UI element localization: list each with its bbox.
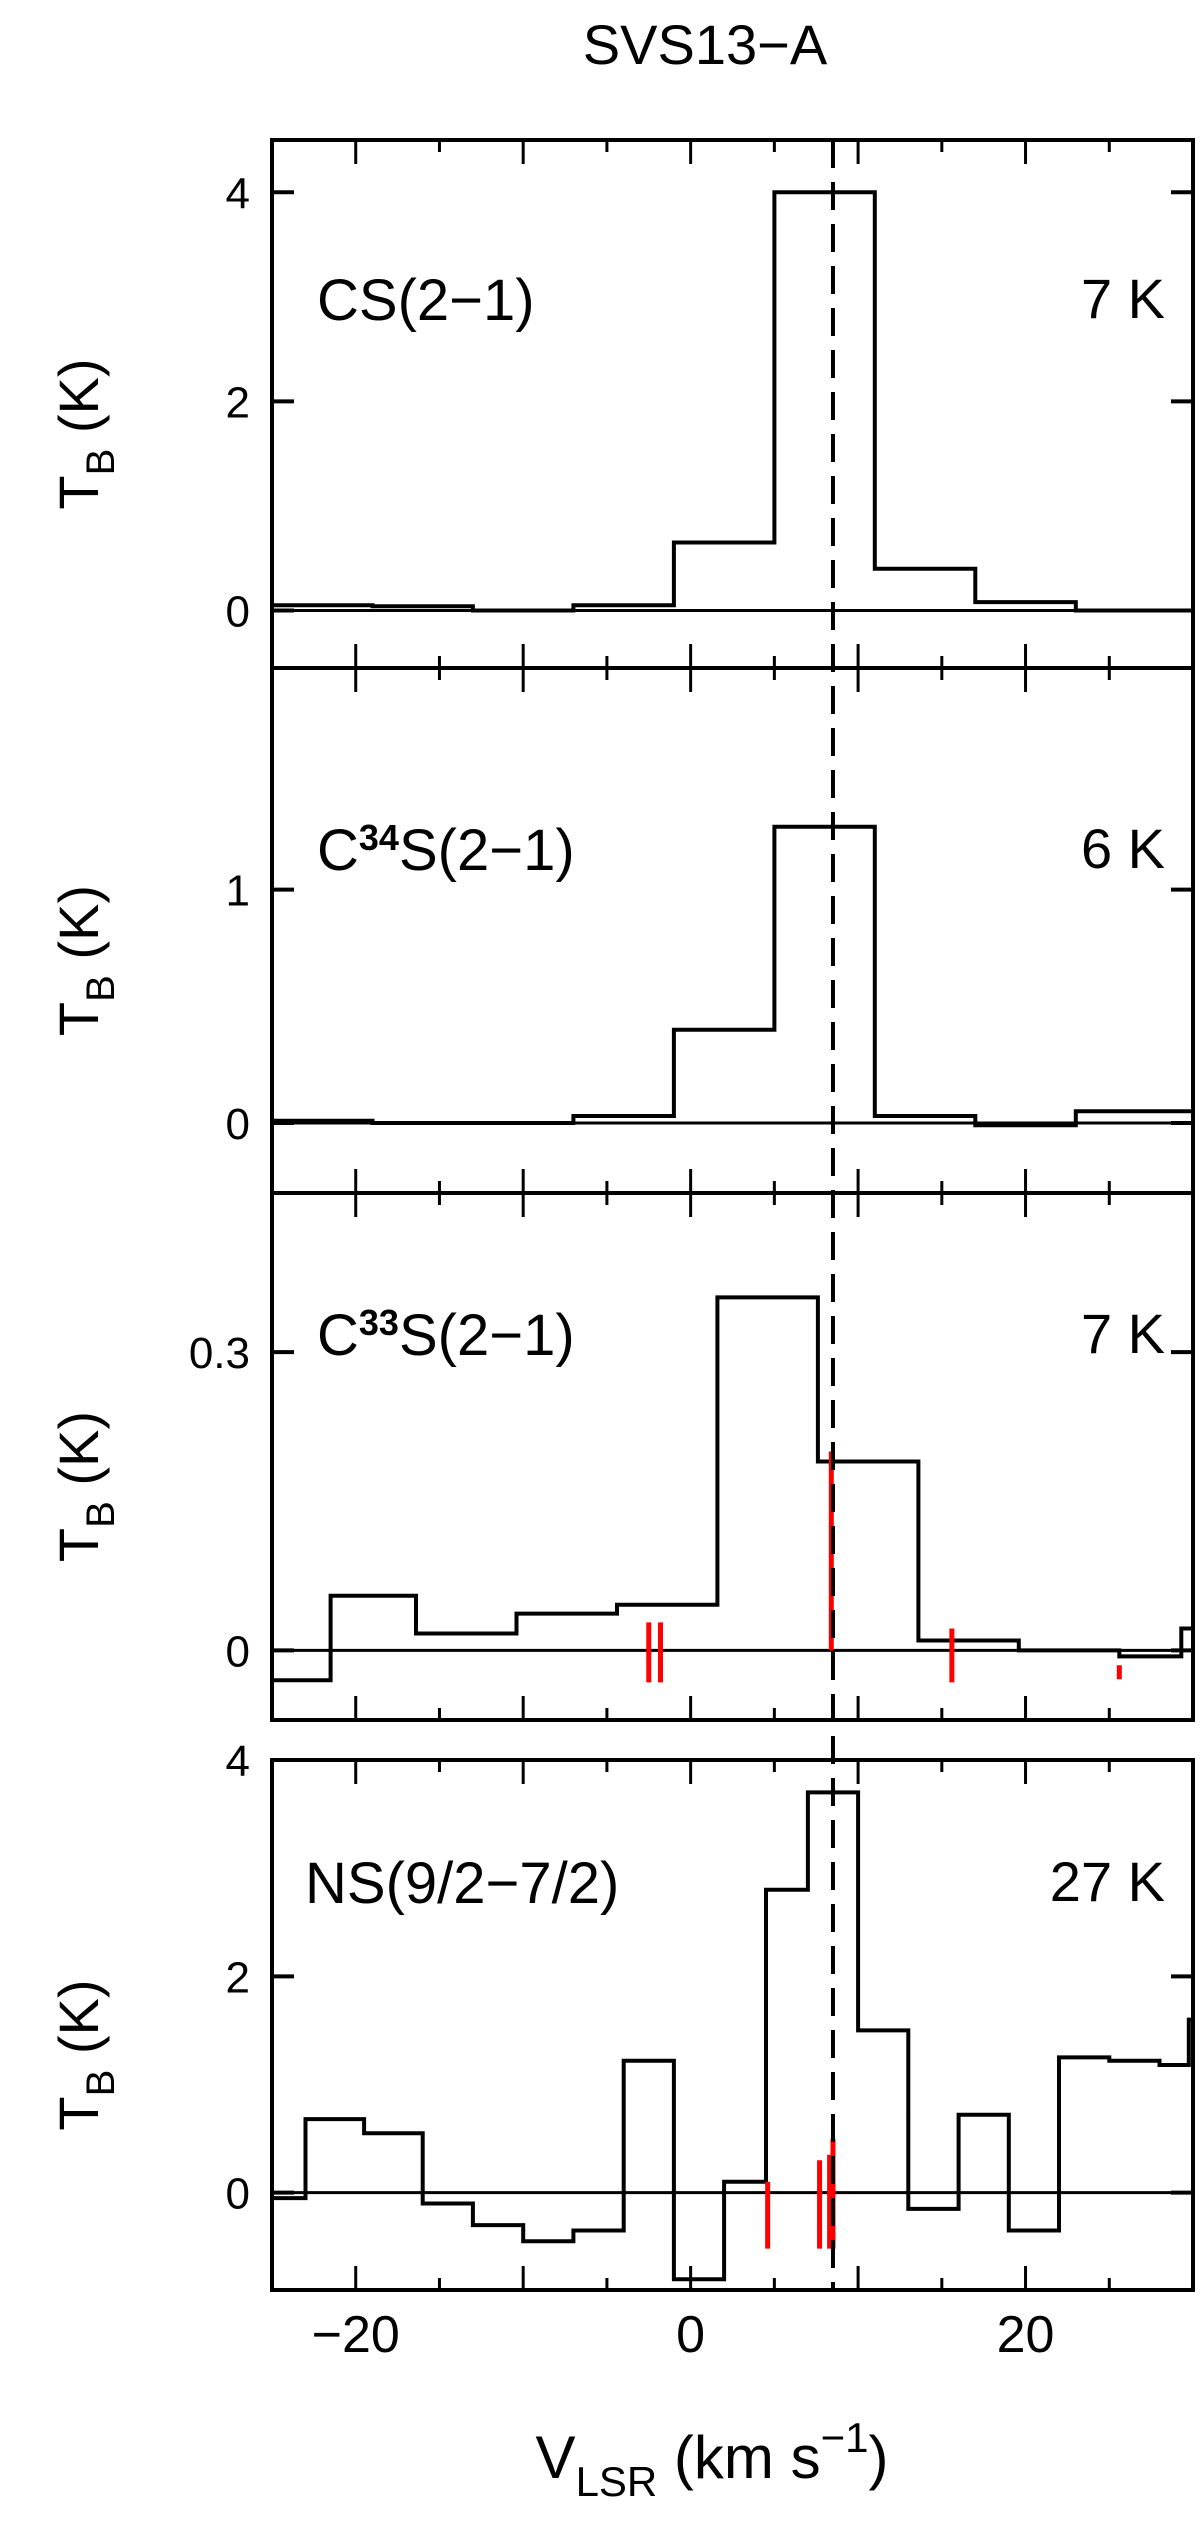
y-axis-label: TB (K) — [47, 1979, 123, 2130]
x-axis-label-part: V — [536, 2424, 576, 2491]
line-label-part: S(2−1) — [399, 1303, 575, 1368]
y-axis-label-part: B — [79, 2070, 123, 2097]
y-tick-label: 0 — [226, 2170, 250, 2219]
line-label: C34S(2−1) — [317, 817, 575, 883]
panel-frame — [270, 666, 1195, 1195]
line-label-part: 33 — [359, 1302, 399, 1343]
panel-1: 0 2 4 CS(2−1) 7 K TB (K) — [47, 138, 1195, 670]
y-tick-label: 1 — [226, 867, 250, 916]
y-axis-label: TB (K) — [47, 1411, 123, 1562]
x-axis-label-part: ) — [868, 2424, 888, 2491]
y-axis-label: TB (K) — [47, 885, 123, 1036]
y-tick-label: 0.3 — [189, 1329, 250, 1378]
y-axis-label-part: B — [79, 975, 123, 1002]
x-axis: −20 0 20 VLSR (km s−1) — [312, 2306, 1055, 2505]
line-label-part: CS(2−1) — [317, 268, 535, 333]
y-axis-label-part: T — [47, 1002, 110, 1036]
line-label-part: C — [317, 818, 359, 883]
x-axis-label-part: (km s — [657, 2424, 820, 2491]
y-axis-label-part: B — [79, 1501, 123, 1528]
x-axis-label: VLSR (km s−1) — [536, 2414, 889, 2505]
line-label: NS(9/2−7/2) — [305, 1851, 619, 1916]
spectrum-line — [272, 1295, 1193, 1683]
x-tick-label: 0 — [676, 2306, 705, 2364]
y-tick-label: 0 — [226, 1100, 250, 1149]
temperature-label: 7 K — [1081, 267, 1165, 330]
line-label: CS(2−1) — [317, 268, 535, 333]
y-tick-label: 0 — [226, 1627, 250, 1676]
x-tick-label: 20 — [997, 2306, 1055, 2364]
y-axis-label-part: (K) — [47, 885, 110, 975]
panel-frame — [270, 138, 1195, 670]
panel-frame — [270, 1191, 1195, 1722]
y-tick-label: 2 — [226, 1953, 250, 2002]
line-label-part: C — [317, 1303, 359, 1368]
line-label-part: 34 — [359, 817, 399, 858]
y-tick-label: 2 — [226, 378, 250, 427]
line-label-part: NS(9/2−7/2) — [305, 1851, 619, 1916]
spectrum-line — [272, 824, 1193, 1128]
y-tick-label: 4 — [226, 169, 250, 218]
y-axis-label: TB (K) — [47, 358, 123, 509]
spectrum-line — [272, 190, 1193, 613]
y-axis-label-part: T — [47, 2096, 110, 2130]
temperature-label: 6 K — [1081, 817, 1165, 880]
panel-4: 0 2 4 NS(9/2−7/2) 27 K TB (K) — [47, 1737, 1195, 2292]
y-axis-label-part: T — [47, 475, 110, 509]
panel-frame — [270, 1758, 1195, 2292]
figure-title: SVS13−A — [583, 13, 828, 76]
line-label-part: S(2−1) — [399, 818, 575, 883]
x-axis-label-part: −1 — [821, 2414, 869, 2461]
y-axis-label-part: (K) — [47, 358, 110, 448]
temperature-label: 7 K — [1081, 1302, 1165, 1365]
y-axis-label-part: B — [79, 449, 123, 476]
x-tick-label: −20 — [312, 2306, 400, 2364]
y-tick-label: 0 — [226, 587, 250, 636]
panel-2: 0 1 C34S(2−1) 6 K TB (K) — [47, 666, 1195, 1195]
line-label: C33S(2−1) — [317, 1302, 575, 1368]
y-axis-label-part: T — [47, 1528, 110, 1562]
y-axis-label-part: (K) — [47, 1979, 110, 2069]
panel-3: 0 0.3 C33S(2−1) 7 K TB (K) — [47, 1191, 1195, 1722]
x-axis-label-part: LSR — [576, 2458, 658, 2505]
temperature-label: 27 K — [1050, 1850, 1165, 1913]
spectrum-line — [272, 1790, 1193, 2282]
y-tick-label: 4 — [226, 1737, 250, 1786]
y-axis-label-part: (K) — [47, 1411, 110, 1501]
